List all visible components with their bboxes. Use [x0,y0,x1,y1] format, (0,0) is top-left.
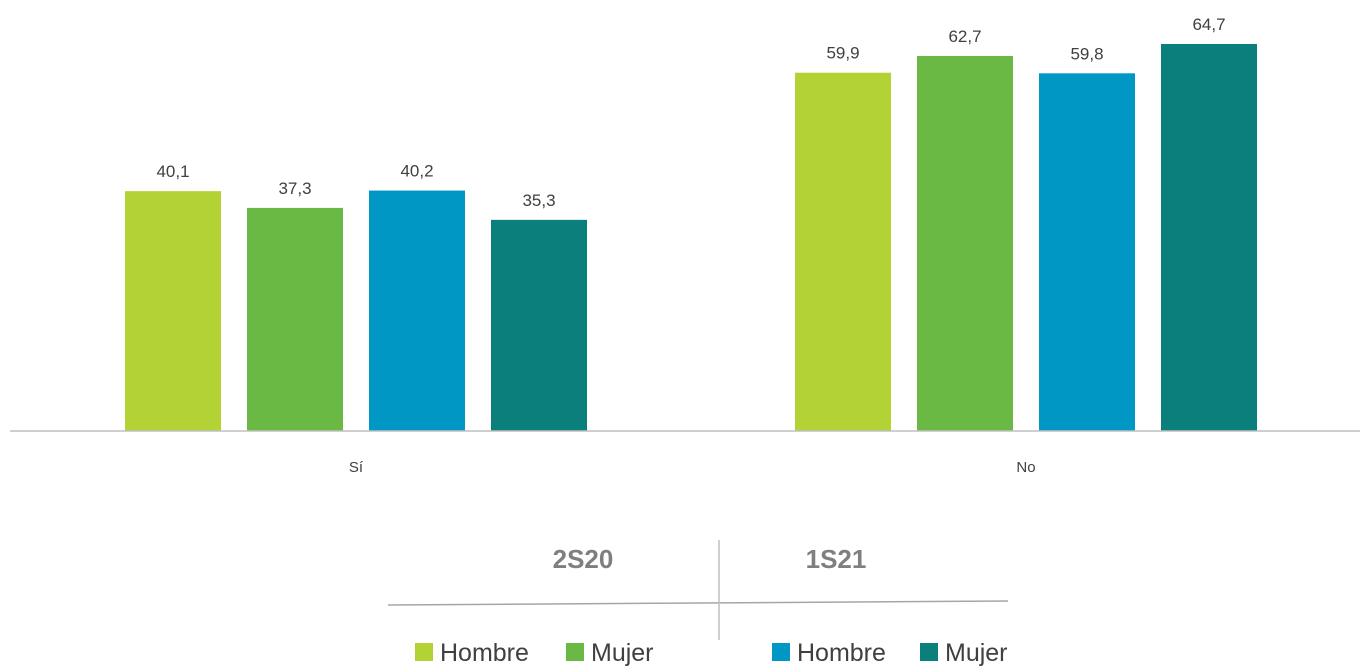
data-label: 59,8 [1070,44,1103,63]
legend-items: Hombre Mujer Hombre Mujer [415,639,1008,667]
legend-group-label: 2S20 [553,544,614,574]
legend: 2S20 1S21 Hombre Mujer Hombre Mujer [387,540,1009,667]
data-label: 40,2 [400,162,433,181]
category-label: No [1016,459,1035,476]
data-label: 64,7 [1192,15,1225,34]
bar [125,191,221,431]
bar [917,55,1013,432]
bar [1039,73,1135,432]
bar [1161,44,1257,431]
legend-label: Hombre [797,639,886,667]
category-label: Sí [349,459,364,476]
bar [247,207,343,431]
legend-swatch [415,643,433,661]
bar [369,190,465,431]
bar [491,219,587,431]
data-label: 59,9 [826,44,859,63]
legend-swatch [566,643,584,661]
bar [795,72,891,432]
legend-divider-horizontal [387,600,1009,606]
legend-group-label: 1S21 [806,544,867,574]
legend-label: Mujer [945,639,1008,667]
data-labels-layer: 40,1 37,3 40,2 35,3 59,9 62,7 59,8 64,7 [156,15,1225,210]
legend-swatch [920,643,938,661]
data-label: 62,7 [948,27,981,46]
category-labels-layer: Sí No [349,459,1036,476]
legend-swatch [772,643,790,661]
bars-layer [125,44,1257,432]
legend-label: Hombre [440,639,529,667]
data-label: 40,1 [156,162,189,181]
data-label: 35,3 [522,191,555,210]
data-label: 37,3 [278,179,311,198]
legend-label: Mujer [591,639,654,667]
